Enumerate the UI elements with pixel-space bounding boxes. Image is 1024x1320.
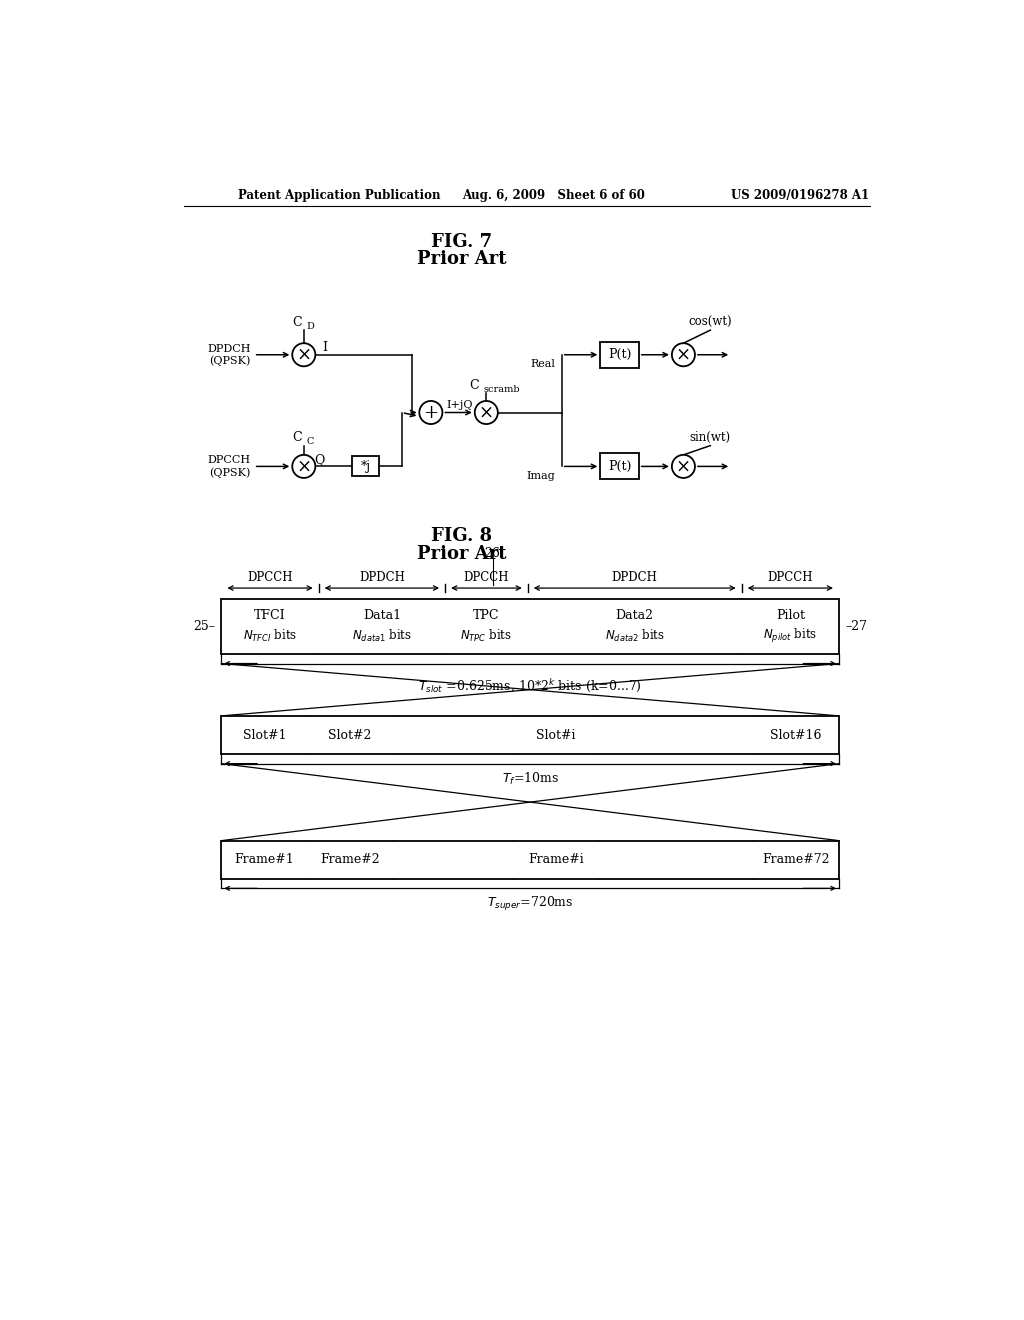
Text: Real: Real <box>530 359 556 370</box>
Text: DPCCH: DPCCH <box>464 570 509 583</box>
Text: C: C <box>293 315 302 329</box>
Text: 25–: 25– <box>194 620 215 634</box>
Text: C: C <box>469 379 478 392</box>
Bar <box>600 453 639 479</box>
Text: $T_f$=10ms: $T_f$=10ms <box>502 771 559 787</box>
Text: sin(wt): sin(wt) <box>690 432 731 445</box>
Text: –27: –27 <box>845 620 867 634</box>
Text: *j: *j <box>360 459 371 473</box>
Text: $N_{TPC}$ bits: $N_{TPC}$ bits <box>461 628 512 644</box>
Text: $T_{slot}$ =0.625ms, 10*2$^k$ bits (k=0...7): $T_{slot}$ =0.625ms, 10*2$^k$ bits (k=0.… <box>418 678 642 696</box>
Text: ×: × <box>676 458 691 475</box>
Text: D: D <box>306 322 314 331</box>
Text: Frame#1: Frame#1 <box>234 853 294 866</box>
Text: DPDCH
(QPSK): DPDCH (QPSK) <box>207 343 251 366</box>
Text: DPDCH: DPDCH <box>611 570 657 583</box>
Text: Frame#i: Frame#i <box>528 853 584 866</box>
Text: DPCCH
(QPSK): DPCCH (QPSK) <box>208 455 251 478</box>
Text: FIG. 8: FIG. 8 <box>431 527 493 545</box>
Bar <box>600 342 639 368</box>
Text: Slot#i: Slot#i <box>537 729 575 742</box>
Text: Frame#2: Frame#2 <box>321 853 380 866</box>
Text: Aug. 6, 2009   Sheet 6 of 60: Aug. 6, 2009 Sheet 6 of 60 <box>462 189 644 202</box>
Circle shape <box>292 455 315 478</box>
Circle shape <box>419 401 442 424</box>
Text: $N_{data1}$ bits: $N_{data1}$ bits <box>352 628 412 644</box>
Text: ×: × <box>676 346 691 364</box>
Text: Q: Q <box>314 453 325 466</box>
Text: Data2: Data2 <box>615 610 653 622</box>
Text: C: C <box>293 432 302 445</box>
Text: +: + <box>423 404 438 421</box>
Text: DPCCH: DPCCH <box>768 570 813 583</box>
Text: $N_{pilot}$ bits: $N_{pilot}$ bits <box>763 627 817 644</box>
Text: DPCCH: DPCCH <box>247 570 293 583</box>
Circle shape <box>475 401 498 424</box>
Bar <box>221 599 839 655</box>
Text: TFCI: TFCI <box>254 610 286 622</box>
Text: Frame#72: Frame#72 <box>762 853 829 866</box>
Text: TPC: TPC <box>473 610 500 622</box>
Bar <box>221 715 839 755</box>
Text: ×: × <box>296 346 311 364</box>
Text: Patent Application Publication: Patent Application Publication <box>239 189 441 202</box>
Text: Prior Art: Prior Art <box>417 545 507 564</box>
Text: P(t): P(t) <box>608 459 631 473</box>
Text: $N_{data2}$ bits: $N_{data2}$ bits <box>605 628 665 644</box>
Text: I: I <box>323 342 327 354</box>
Text: Slot#1: Slot#1 <box>243 729 286 742</box>
Text: $N_{TFCI}$ bits: $N_{TFCI}$ bits <box>243 628 297 644</box>
Text: scramb: scramb <box>483 385 520 393</box>
Text: Slot#2: Slot#2 <box>329 729 372 742</box>
Circle shape <box>672 343 695 366</box>
Text: I+jQ: I+jQ <box>446 400 473 409</box>
Circle shape <box>672 455 695 478</box>
Text: P(t): P(t) <box>608 348 631 362</box>
Bar <box>221 841 839 879</box>
Text: ×: × <box>479 404 494 421</box>
Text: Slot#16: Slot#16 <box>770 729 822 742</box>
Circle shape <box>292 343 315 366</box>
Text: Pilot: Pilot <box>776 610 805 622</box>
Text: Prior Art: Prior Art <box>417 249 507 268</box>
Bar <box>352 457 379 477</box>
Text: Imag: Imag <box>527 471 556 480</box>
Text: FIG. 7: FIG. 7 <box>431 232 493 251</box>
Text: C: C <box>306 437 313 446</box>
Text: $T_{super}$=720ms: $T_{super}$=720ms <box>486 895 573 912</box>
Text: DPDCH: DPDCH <box>359 570 404 583</box>
Text: Data1: Data1 <box>362 610 401 622</box>
Text: US 2009/0196278 A1: US 2009/0196278 A1 <box>731 189 869 202</box>
Text: cos(wt): cos(wt) <box>688 315 732 329</box>
Text: ×: × <box>296 458 311 475</box>
Text: 26: 26 <box>484 546 501 560</box>
